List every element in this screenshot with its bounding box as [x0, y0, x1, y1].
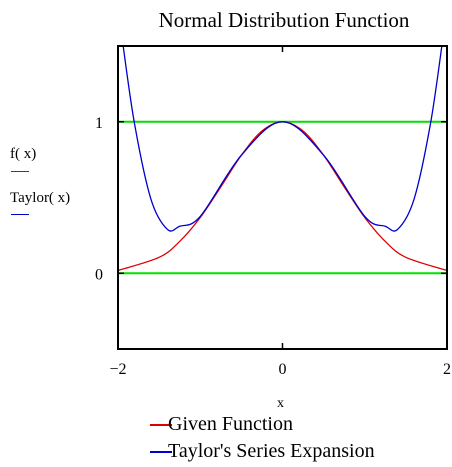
plot-frame: [117, 45, 448, 350]
legend-swatch-taylor: [150, 451, 172, 453]
series-line-taylor-expansion: [122, 46, 443, 232]
y-axis-label-f-line: [11, 171, 29, 172]
y-tick-label: 1: [95, 115, 103, 132]
x-tick-label: −2: [109, 361, 126, 378]
y-axis-label-taylor: Taylor( x): [10, 190, 71, 206]
legend-label-taylor: Taylor's Series Expansion: [168, 440, 375, 462]
chart-title: Normal Distribution Function: [158, 8, 410, 32]
plot-area: [118, 46, 447, 275]
y-axis-label-taylor-line: [11, 214, 29, 215]
x-tick-label: 2: [443, 361, 451, 378]
legend-label-given: Given Function: [168, 413, 293, 435]
legend-swatch-given: [150, 424, 172, 426]
series-line-given-function: [118, 121, 447, 272]
x-axis-label: x: [277, 396, 284, 411]
y-axis-label-f: f( x): [10, 146, 37, 162]
x-tick-label: 0: [279, 361, 287, 378]
y-tick-label: 0: [95, 266, 103, 283]
